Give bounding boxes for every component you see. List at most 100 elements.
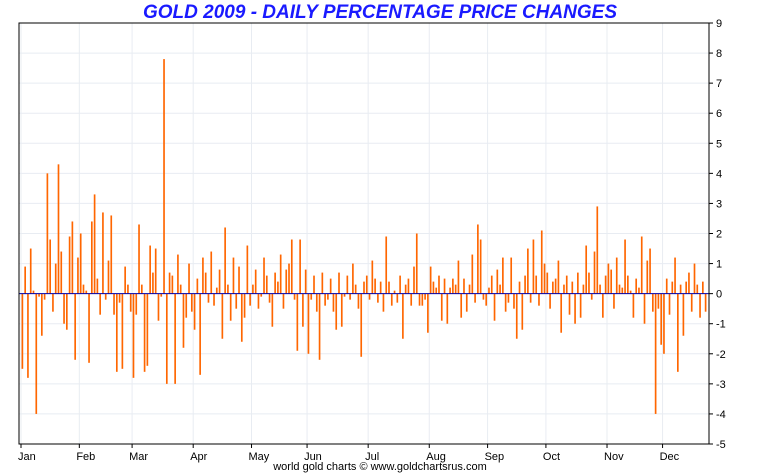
bar — [224, 227, 226, 294]
bar — [565, 275, 568, 294]
bar — [529, 293, 532, 303]
bar — [493, 293, 496, 321]
bar — [560, 293, 563, 333]
bar — [521, 293, 524, 330]
bar — [643, 293, 646, 324]
x-axis: Jan Feb Mar Apr May Jun Jul Aug Sep Oct Nov Dec — [18, 444, 680, 463]
bar — [640, 236, 643, 294]
bar — [590, 293, 593, 300]
bar — [485, 293, 488, 306]
bar — [699, 293, 701, 318]
bar — [660, 293, 663, 345]
bar — [646, 260, 649, 294]
bar — [32, 290, 35, 294]
bar — [504, 293, 507, 312]
bar — [554, 278, 557, 294]
bar — [35, 293, 38, 414]
bar — [490, 275, 493, 294]
bar — [218, 269, 221, 294]
bar — [402, 293, 404, 339]
bar — [68, 236, 71, 294]
bar — [235, 293, 238, 309]
x-tick-label: Sep — [485, 451, 505, 463]
bar — [199, 293, 201, 375]
bar — [652, 293, 654, 312]
bar — [204, 272, 207, 294]
bar — [268, 293, 271, 303]
bar — [271, 293, 274, 327]
y-tick-label: 4 — [716, 168, 722, 180]
bar — [115, 293, 118, 372]
bar — [399, 275, 401, 294]
bar — [352, 263, 354, 294]
bar — [613, 293, 615, 309]
bar — [388, 281, 390, 294]
bar — [315, 293, 318, 312]
bar — [29, 248, 32, 294]
bar — [424, 293, 426, 300]
bar — [102, 212, 104, 294]
bar — [240, 293, 243, 342]
bar — [321, 272, 324, 294]
y-tick-label: 7 — [716, 78, 722, 90]
bar — [132, 293, 135, 378]
bar — [552, 281, 554, 294]
bar — [93, 194, 96, 294]
bar — [582, 284, 585, 294]
bar — [349, 293, 351, 300]
bar — [154, 248, 157, 294]
bar — [568, 293, 571, 315]
bar — [99, 293, 101, 315]
bar — [538, 293, 540, 306]
bar — [74, 293, 76, 360]
bar — [171, 275, 174, 294]
bar — [160, 293, 163, 297]
bar — [293, 293, 296, 300]
bar — [702, 281, 704, 294]
bar — [304, 269, 307, 294]
bar — [265, 275, 268, 294]
y-tick-label: 0 — [716, 289, 722, 301]
bar — [443, 278, 446, 294]
bar — [163, 59, 165, 294]
bar — [543, 263, 546, 294]
bar — [24, 266, 26, 294]
bar — [629, 290, 632, 294]
y-tick-label: 2 — [716, 229, 722, 241]
bar — [313, 275, 315, 294]
bar — [610, 269, 613, 294]
bar — [299, 239, 301, 294]
bar — [704, 293, 707, 312]
x-tick-label: Jul — [365, 451, 379, 463]
bar — [627, 275, 629, 294]
grid-lines — [19, 22, 709, 445]
bar — [363, 281, 365, 294]
bar — [438, 275, 440, 294]
bar — [307, 293, 310, 354]
y-tick-label: 1 — [716, 259, 722, 271]
y-tick-label: -1 — [716, 319, 726, 331]
bar — [690, 293, 693, 312]
bar — [96, 278, 99, 294]
bar — [257, 293, 260, 309]
bar — [540, 230, 543, 294]
x-tick-label: Dec — [660, 451, 680, 463]
bar — [374, 278, 376, 294]
bar — [696, 284, 699, 294]
bar — [479, 239, 482, 294]
bar — [518, 281, 521, 294]
bar — [43, 293, 46, 300]
bar — [668, 293, 671, 315]
bar — [421, 293, 424, 306]
bar — [174, 293, 176, 384]
bar — [474, 293, 476, 303]
bar — [338, 272, 340, 294]
bar — [318, 293, 321, 360]
bar — [515, 293, 518, 339]
bar — [563, 284, 565, 294]
bar — [288, 263, 290, 294]
bar — [663, 293, 665, 354]
bar — [377, 293, 379, 303]
y-tick-label: 3 — [716, 198, 722, 210]
